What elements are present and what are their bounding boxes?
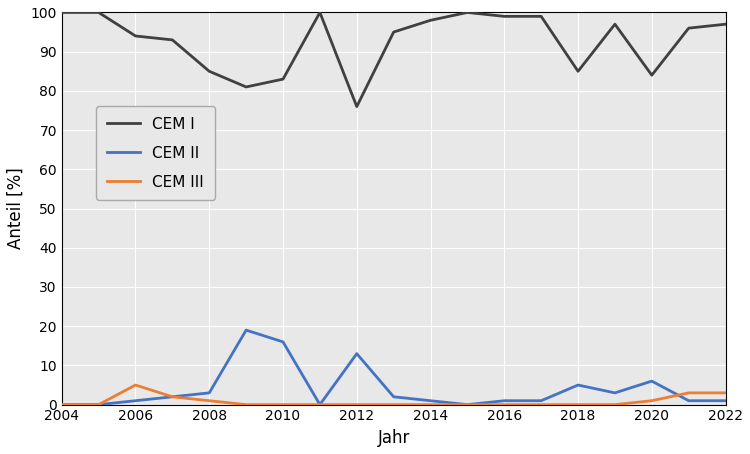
CEM II	[463, 402, 472, 407]
CEM II	[574, 382, 583, 388]
Line: CEM II: CEM II	[62, 330, 725, 405]
Legend: CEM I, CEM II, CEM III: CEM I, CEM II, CEM III	[96, 106, 215, 200]
CEM II	[205, 390, 214, 395]
CEM III	[574, 402, 583, 407]
CEM I	[647, 73, 656, 78]
CEM II	[610, 390, 620, 395]
CEM I	[389, 30, 398, 35]
CEM II	[168, 394, 177, 400]
CEM II	[537, 398, 546, 404]
Line: CEM III: CEM III	[62, 385, 725, 405]
CEM I	[610, 21, 620, 27]
CEM III	[463, 402, 472, 407]
CEM I	[316, 10, 325, 15]
CEM I	[242, 84, 250, 90]
CEM II	[94, 402, 103, 407]
CEM II	[389, 394, 398, 400]
Line: CEM I: CEM I	[62, 12, 725, 107]
CEM III	[610, 402, 620, 407]
CEM III	[500, 402, 508, 407]
CEM III	[352, 402, 362, 407]
CEM I	[537, 14, 546, 19]
CEM III	[168, 394, 177, 400]
CEM III	[242, 402, 250, 407]
CEM III	[316, 402, 325, 407]
CEM III	[684, 390, 693, 395]
Y-axis label: Anteil [%]: Anteil [%]	[7, 168, 25, 249]
CEM II	[242, 327, 250, 333]
CEM II	[426, 398, 435, 404]
CEM I	[352, 104, 362, 109]
CEM III	[426, 402, 435, 407]
CEM II	[131, 398, 140, 404]
CEM I	[463, 10, 472, 15]
CEM I	[131, 33, 140, 39]
CEM III	[131, 382, 140, 388]
CEM III	[57, 402, 66, 407]
CEM III	[94, 402, 103, 407]
CEM II	[316, 402, 325, 407]
CEM I	[205, 69, 214, 74]
CEM I	[574, 69, 583, 74]
CEM I	[500, 14, 508, 19]
CEM II	[647, 378, 656, 384]
CEM I	[168, 37, 177, 43]
CEM I	[94, 10, 103, 15]
CEM III	[205, 398, 214, 404]
CEM III	[537, 402, 546, 407]
CEM II	[352, 351, 362, 356]
X-axis label: Jahr: Jahr	[377, 429, 410, 447]
CEM I	[57, 10, 66, 15]
CEM II	[721, 398, 730, 404]
CEM II	[500, 398, 508, 404]
CEM III	[647, 398, 656, 404]
CEM I	[278, 76, 287, 82]
CEM I	[684, 25, 693, 31]
CEM III	[721, 390, 730, 395]
CEM II	[278, 339, 287, 345]
CEM I	[426, 18, 435, 23]
CEM III	[278, 402, 287, 407]
CEM II	[57, 402, 66, 407]
CEM III	[389, 402, 398, 407]
CEM I	[721, 21, 730, 27]
CEM II	[684, 398, 693, 404]
